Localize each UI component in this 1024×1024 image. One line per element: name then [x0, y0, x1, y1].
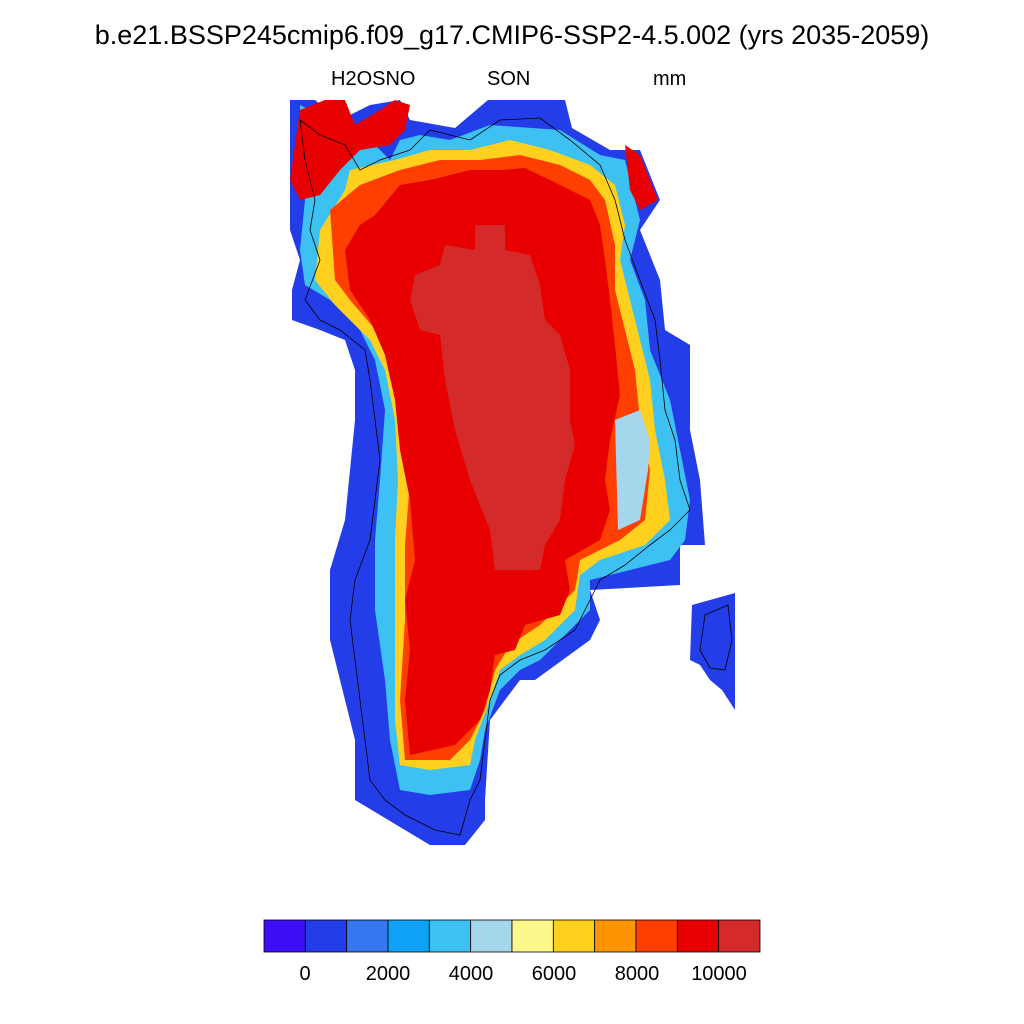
east-coast-light-blue-patch — [615, 410, 650, 530]
colorbar — [263, 919, 761, 953]
ice-sheet-maximum-snow-core — [410, 225, 575, 570]
colorbar-swatch-9 — [635, 919, 678, 953]
colorbar-swatch-4 — [428, 919, 472, 953]
plot-title: b.e21.BSSP245cmip6.f09_g17.CMIP6-SSP2-4.… — [94, 20, 930, 50]
colorbar-tick-label-8000: 8000 — [614, 963, 660, 985]
colorbar-tick-label-4000: 4000 — [448, 963, 494, 985]
variable-label: H2OSNO — [331, 68, 416, 90]
colorbar-tick-label-0: 0 — [299, 963, 311, 985]
season-label: SON — [487, 68, 531, 90]
colorbar-swatch-3 — [387, 919, 430, 953]
northeast-high-snow-fragment — [625, 145, 658, 210]
colorbar-tick-label-10000: 10000 — [691, 963, 747, 985]
colorbar-swatch-0 — [263, 919, 306, 953]
colorbar-swatch-6 — [511, 919, 554, 953]
units-label: mm — [653, 68, 687, 90]
colorbar-swatch-5 — [470, 919, 513, 953]
island-coastline-outline — [699, 604, 733, 671]
coastline-outline — [299, 117, 691, 836]
colorbar-swatch-10 — [676, 919, 720, 953]
southeast-island-region — [690, 593, 735, 710]
northern-high-snow-fragment — [290, 100, 410, 200]
colorbar-swatch-8 — [594, 919, 637, 953]
colorbar-swatch-2 — [346, 919, 389, 953]
colorbar-swatch-1 — [304, 919, 348, 953]
colorbar-tick-label-6000: 6000 — [531, 963, 577, 985]
colorbar-tick-label-2000: 2000 — [365, 963, 411, 985]
colorbar-swatch-11 — [718, 919, 761, 953]
colorbar-swatch-7 — [552, 919, 596, 953]
